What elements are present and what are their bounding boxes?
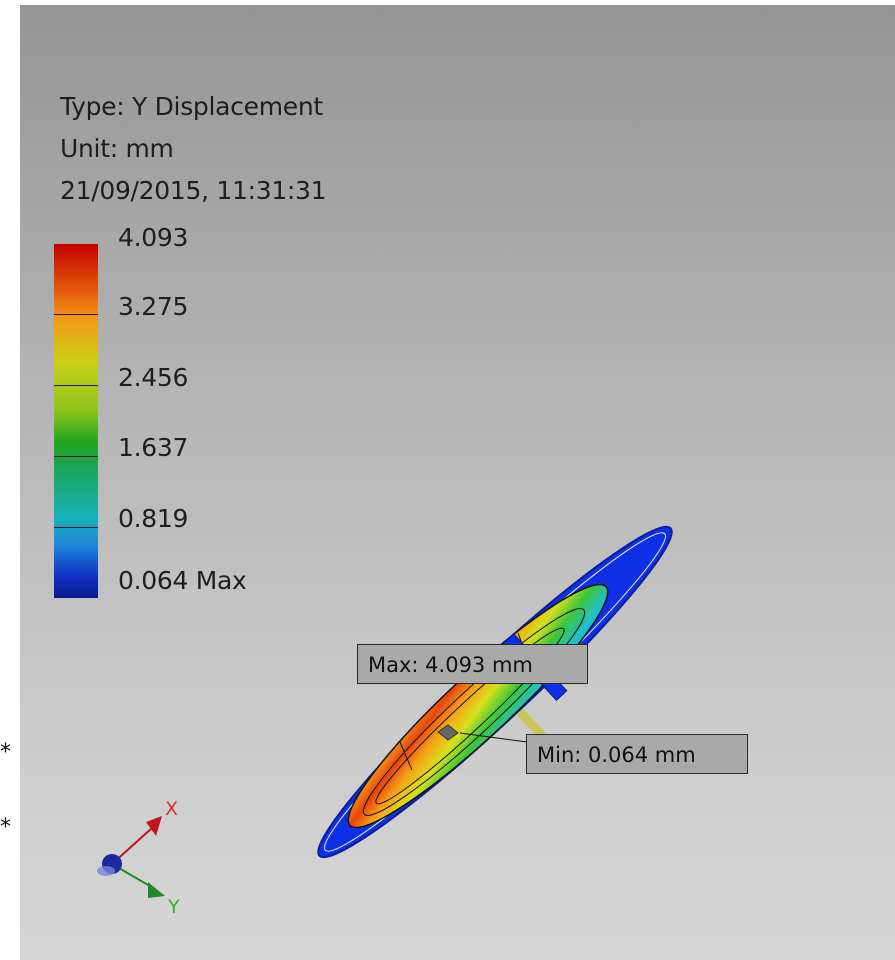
color-scale-tick: 3.275	[118, 292, 189, 321]
color-scale-divider	[54, 527, 98, 528]
color-scale-tick: 0.819	[118, 504, 189, 533]
color-scale-divider	[54, 314, 98, 315]
unit-label: Unit: mm	[60, 134, 174, 163]
axis-triad	[97, 816, 165, 898]
y-axis-arrow-icon	[148, 882, 165, 898]
color-scale-tick: 0.064 Max	[118, 566, 247, 595]
color-scale-tick: 4.093	[118, 223, 189, 252]
color-scale-bar	[54, 244, 98, 598]
min-callout[interactable]: Min: 0.064 mm	[526, 734, 748, 774]
margin-asterisk: *	[0, 815, 11, 840]
y-axis-label: Y	[168, 896, 180, 918]
timestamp-label: 21/09/2015, 11:31:31	[60, 176, 327, 205]
color-scale-divider	[54, 456, 98, 457]
x-axis-label: X	[165, 798, 179, 820]
max-callout[interactable]: Max: 4.093 mm	[357, 644, 588, 684]
color-scale-divider	[54, 385, 98, 386]
color-scale-tick: 1.637	[118, 433, 189, 462]
margin-asterisk: *	[0, 740, 11, 765]
graphics-viewport[interactable]	[20, 5, 895, 960]
result-type-label: Type: Y Displacement	[60, 92, 323, 121]
disc-model[interactable]	[299, 506, 691, 877]
x-axis-arrow-icon	[146, 816, 162, 836]
color-scale-tick: 2.456	[118, 363, 189, 392]
